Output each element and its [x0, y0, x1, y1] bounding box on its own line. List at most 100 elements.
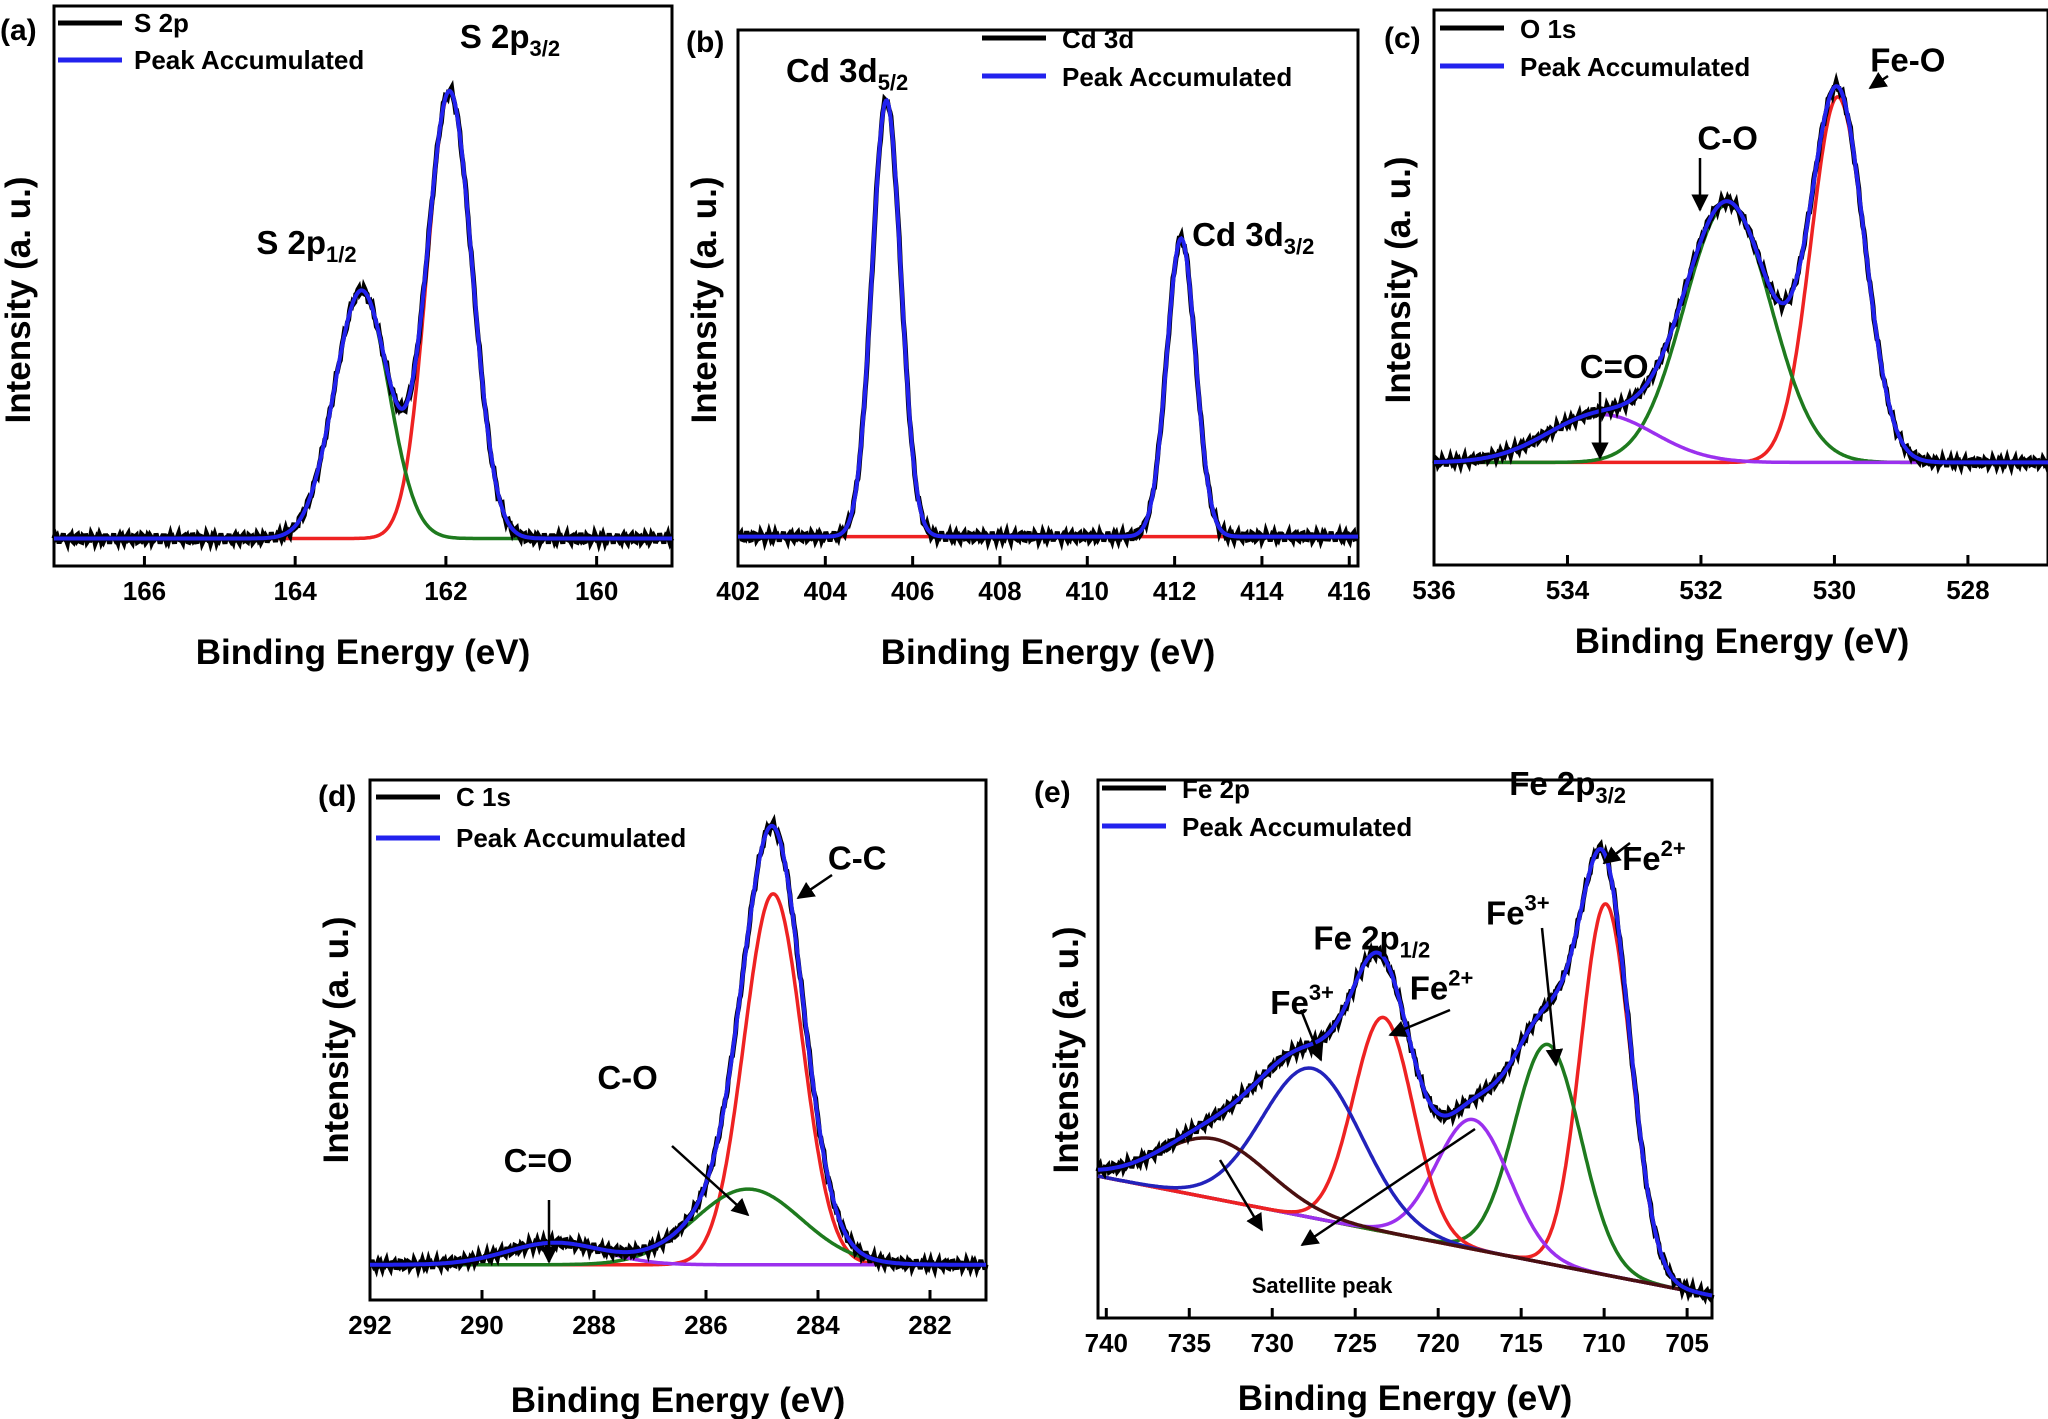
- annotation-arrow-e-1: [1388, 1008, 1451, 1038]
- annotation-superscript-e-1: 2+: [1661, 836, 1686, 861]
- x-tick-label-d-2: 288: [572, 1310, 615, 1340]
- annotation-c-1: C-O: [1697, 119, 1758, 156]
- x-tick-label-e-0: 740: [1085, 1328, 1128, 1358]
- plot-frame-b: [736, 28, 1360, 568]
- plot-frame-e: [1096, 778, 1714, 1320]
- component-peak-a-1: [54, 288, 672, 541]
- x-tick-label-d-3: 286: [684, 1310, 727, 1340]
- x-tick-label-c-2: 532: [1679, 575, 1722, 605]
- annotation-text-c-0: Fe-O: [1870, 42, 1945, 79]
- annotation-subscript-a-0: 3/2: [530, 36, 561, 61]
- legend-label-fit-a: Peak Accumulated: [134, 45, 364, 75]
- measured-spectrum-d: [368, 813, 989, 1279]
- legend-label-measured-d: C 1s: [456, 782, 511, 812]
- legend-c: O 1s Peak Accumulated: [1440, 14, 1750, 82]
- annotation-text-b-0: Cd 3d: [786, 52, 878, 89]
- panel-label-a: (a): [0, 14, 37, 47]
- annotation-subscript-e-2: 1/2: [1400, 937, 1431, 962]
- x-axis-title-d: Binding Energy (eV): [511, 1381, 845, 1419]
- x-tick-label-b-7: 416: [1328, 576, 1371, 606]
- annotation-text-e-1: Fe: [1622, 840, 1661, 877]
- annotation-text-e-3: Fe: [1410, 969, 1449, 1006]
- x-axis-title-a: Binding Energy (eV): [196, 633, 530, 672]
- plot-area-b: 402 404 406 408 410 412 414 416: [716, 93, 1371, 606]
- annotation-subscript-b-1: 3/2: [1284, 234, 1315, 259]
- x-tick-label-b-6: 414: [1240, 576, 1284, 606]
- plot-area-c: 536 534 532 530 528: [1412, 72, 2048, 605]
- annotation-arrow-e-5: [1300, 1127, 1476, 1247]
- x-tick-label-c-3: 530: [1813, 575, 1856, 605]
- panel-label-d: (d): [318, 780, 356, 813]
- panel-b: (b) Cd 3d Peak Accumulated 402 404 406 408 4…: [685, 24, 1371, 672]
- x-tick-label-e-1: 735: [1168, 1328, 1211, 1358]
- component-peak-b-1: [738, 236, 1358, 539]
- component-peak-e-1: [1097, 1042, 1713, 1298]
- annotation-e-2: Fe 2p1/2: [1313, 919, 1430, 962]
- component-peak-e-4: [1097, 1066, 1713, 1298]
- x-tick-label-d-1: 290: [460, 1310, 503, 1340]
- component-peak-d-0: [370, 892, 986, 1267]
- annotation-e-6: Satellite peak: [1252, 1273, 1393, 1298]
- peak-accumulated-d: [370, 823, 986, 1267]
- annotation-e-5: Fe3+: [1486, 891, 1550, 932]
- annotation-subscript-e-0: 3/2: [1595, 783, 1626, 808]
- legend-label-measured-a: S 2p: [134, 8, 189, 38]
- x-tick-label-e-5: 715: [1499, 1328, 1542, 1358]
- annotation-a-1: S 2p1/2: [256, 224, 356, 267]
- x-axis-title-b: Binding Energy (eV): [881, 633, 1215, 672]
- panel-e: (e) Fe 2p Peak Accumulated 740 735 730 725 7…: [1034, 765, 1715, 1418]
- annotation-superscript-e-4: 3+: [1309, 980, 1334, 1005]
- annotation-c-2: C=O: [1580, 348, 1649, 385]
- y-axis-title-b: Intensity (a. u.): [685, 177, 724, 424]
- panel-label-e: (e): [1034, 776, 1071, 809]
- x-tick-label-b-0: 402: [716, 576, 759, 606]
- x-tick-label-a-2: 162: [424, 576, 467, 606]
- legend-d: C 1s Peak Accumulated: [376, 782, 686, 853]
- x-tick-label-d-4: 284: [796, 1310, 840, 1340]
- annotation-b-1: Cd 3d3/2: [1192, 216, 1314, 259]
- x-tick-label-a-1: 164: [273, 576, 317, 606]
- annotation-superscript-e-5: 3+: [1525, 891, 1550, 916]
- component-peak-b-0: [738, 98, 1358, 539]
- panel-a: (a) S 2p Peak Accumulated 166 164 162 160 B…: [0, 4, 675, 672]
- panel-label-b: (b): [686, 26, 724, 59]
- annotation-text-e-0: Fe 2p: [1509, 765, 1595, 802]
- plot-area-d: 292 290 288 286 284 282: [348, 813, 989, 1340]
- panel-c: (c) O 1s Peak Accumulated 536 534 532 530 52…: [1379, 8, 2048, 661]
- plot-frame-c: [1432, 8, 2048, 567]
- y-axis-title-d: Intensity (a. u.): [317, 917, 356, 1164]
- annotation-text-d-0: C-C: [828, 839, 887, 876]
- x-tick-label-d-5: 282: [908, 1310, 951, 1340]
- x-tick-label-e-2: 730: [1251, 1328, 1294, 1358]
- legend-label-fit-d: Peak Accumulated: [456, 823, 686, 853]
- annotation-text-c-2: C=O: [1580, 348, 1649, 385]
- x-tick-label-e-7: 705: [1665, 1328, 1708, 1358]
- annotation-c-0: Fe-O: [1870, 42, 1945, 79]
- annotation-arrow-e-0: [1602, 842, 1631, 865]
- annotation-text-e-6: Satellite peak: [1252, 1273, 1393, 1298]
- annotation-e-1: Fe2+: [1622, 836, 1686, 877]
- legend-label-measured-c: O 1s: [1520, 14, 1576, 44]
- x-tick-label-a-0: 166: [123, 576, 166, 606]
- annotation-arrow-c-0: [1868, 71, 1889, 90]
- x-tick-label-e-4: 720: [1416, 1328, 1459, 1358]
- annotation-arrow-e-2: [1299, 1009, 1324, 1062]
- annotation-text-d-1: C-O: [597, 1059, 658, 1096]
- annotations-d: C-C C-O C=O: [504, 839, 887, 1264]
- x-axis-title-c: Binding Energy (eV): [1575, 622, 1909, 661]
- legend-label-fit-c: Peak Accumulated: [1520, 52, 1750, 82]
- annotations-b: Cd 3d5/2Cd 3d3/2: [786, 52, 1314, 259]
- annotation-b-0: Cd 3d5/2: [786, 52, 908, 95]
- x-tick-label-b-1: 404: [804, 576, 848, 606]
- annotation-a-0: S 2p3/2: [460, 18, 560, 61]
- x-axis-title-e: Binding Energy (eV): [1238, 1379, 1572, 1418]
- plot-frame-a: [52, 4, 674, 568]
- peak-accumulated-b: [738, 97, 1358, 539]
- annotations-a: S 2p3/2 S 2p1/2: [256, 18, 560, 267]
- legend-label-fit-b: Peak Accumulated: [1062, 62, 1292, 92]
- x-tick-label-c-4: 528: [1946, 575, 1989, 605]
- x-tick-label-d-0: 292: [348, 1310, 391, 1340]
- x-tick-label-b-3: 408: [978, 576, 1021, 606]
